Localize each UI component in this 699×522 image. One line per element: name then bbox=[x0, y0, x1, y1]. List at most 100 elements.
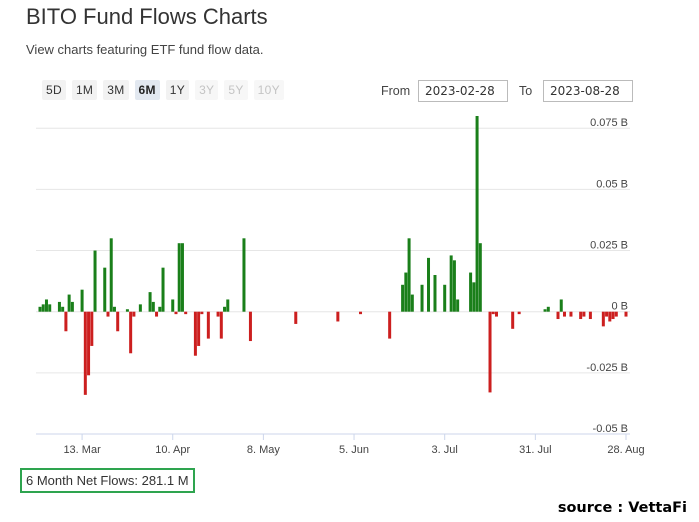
x-tick-label: 13. Mar bbox=[63, 444, 101, 456]
flow-bar[interactable] bbox=[177, 243, 181, 312]
flow-bar[interactable] bbox=[197, 311, 201, 346]
flow-bar[interactable] bbox=[491, 311, 495, 315]
range-button-1m[interactable]: 1M bbox=[71, 80, 98, 100]
flow-bar[interactable] bbox=[61, 306, 65, 312]
flow-bar[interactable] bbox=[206, 311, 210, 339]
flow-bar[interactable] bbox=[193, 311, 197, 356]
flow-bar[interactable] bbox=[90, 311, 94, 346]
flow-bar[interactable] bbox=[475, 116, 479, 312]
flow-bar[interactable] bbox=[407, 238, 411, 312]
flow-bar[interactable] bbox=[388, 311, 392, 339]
flow-bar[interactable] bbox=[433, 275, 437, 312]
flow-bar[interactable] bbox=[472, 282, 476, 312]
flow-bar[interactable] bbox=[562, 311, 566, 317]
flow-bar[interactable] bbox=[125, 309, 129, 312]
flow-bar[interactable] bbox=[138, 304, 142, 312]
flow-bar[interactable] bbox=[478, 243, 482, 312]
flow-bar[interactable] bbox=[469, 272, 473, 312]
x-tick-label: 8. May bbox=[247, 444, 281, 456]
flow-bar[interactable] bbox=[614, 311, 618, 317]
flow-bar[interactable] bbox=[161, 267, 165, 312]
flow-bar[interactable] bbox=[579, 311, 583, 320]
flow-bar[interactable] bbox=[67, 294, 71, 312]
flow-bar[interactable] bbox=[359, 311, 363, 315]
flow-bar[interactable] bbox=[582, 311, 586, 317]
flow-bar[interactable] bbox=[106, 311, 110, 317]
flow-bar[interactable] bbox=[410, 294, 414, 312]
flow-bar[interactable] bbox=[443, 284, 447, 312]
flow-bar[interactable] bbox=[103, 267, 107, 312]
flow-bar[interactable] bbox=[148, 292, 152, 312]
net-flows-summary: 6 Month Net Flows: 281.1 M bbox=[20, 468, 195, 493]
flow-bar[interactable] bbox=[116, 311, 120, 332]
flow-bar[interactable] bbox=[200, 311, 204, 315]
range-button-3y: 3Y bbox=[195, 80, 219, 100]
to-date-input[interactable]: 2023-08-28 bbox=[543, 80, 633, 102]
flow-bar[interactable] bbox=[226, 299, 230, 312]
flow-bar[interactable] bbox=[129, 311, 133, 354]
flow-bar[interactable] bbox=[605, 311, 609, 317]
x-tick-label: 3. Jul bbox=[432, 444, 458, 456]
flow-bar[interactable] bbox=[132, 311, 136, 317]
flow-bar[interactable] bbox=[41, 304, 45, 312]
flow-bar[interactable] bbox=[151, 301, 155, 312]
flow-bar[interactable] bbox=[158, 306, 162, 312]
flow-bar[interactable] bbox=[427, 257, 431, 312]
flow-bar[interactable] bbox=[38, 306, 42, 312]
range-button-1y[interactable]: 1Y bbox=[165, 80, 190, 100]
flow-bar[interactable] bbox=[70, 301, 74, 312]
flow-bar[interactable] bbox=[294, 311, 298, 324]
flow-bar[interactable] bbox=[64, 311, 68, 332]
flow-bar[interactable] bbox=[48, 304, 52, 312]
flow-bar[interactable] bbox=[517, 311, 521, 315]
flow-bar[interactable] bbox=[559, 299, 563, 312]
flow-bar[interactable] bbox=[336, 311, 340, 322]
flow-bar[interactable] bbox=[216, 311, 220, 317]
flow-bar[interactable] bbox=[511, 311, 515, 329]
flow-bar[interactable] bbox=[44, 299, 48, 312]
flow-bar[interactable] bbox=[219, 311, 223, 339]
flow-bar[interactable] bbox=[543, 309, 547, 312]
flow-bar[interactable] bbox=[611, 311, 615, 320]
range-button-3m[interactable]: 3M bbox=[103, 80, 129, 100]
flow-bar[interactable] bbox=[452, 260, 456, 312]
flow-bar[interactable] bbox=[624, 311, 628, 317]
flow-bar[interactable] bbox=[494, 311, 498, 317]
flow-bar[interactable] bbox=[608, 311, 612, 322]
flow-bar[interactable] bbox=[93, 250, 97, 312]
flow-bar[interactable] bbox=[112, 306, 116, 312]
flow-bar[interactable] bbox=[456, 299, 460, 312]
y-tick-label: 0 B bbox=[611, 301, 628, 313]
flow-bar[interactable] bbox=[488, 311, 492, 393]
flow-bar[interactable] bbox=[171, 299, 175, 312]
source-note: source : VettaFi bbox=[557, 500, 687, 516]
flow-bar[interactable] bbox=[401, 284, 405, 312]
flow-bar[interactable] bbox=[420, 284, 424, 312]
flow-bar[interactable] bbox=[80, 289, 84, 312]
flow-bar[interactable] bbox=[546, 306, 550, 312]
flow-bar[interactable] bbox=[174, 311, 178, 315]
range-button-5d[interactable]: 5D bbox=[42, 80, 66, 100]
flow-bar[interactable] bbox=[57, 301, 61, 312]
flow-bar[interactable] bbox=[242, 238, 246, 312]
flow-bar[interactable] bbox=[109, 238, 113, 312]
flow-bar[interactable] bbox=[449, 255, 453, 312]
from-label: From bbox=[381, 84, 411, 98]
from-date-input[interactable]: 2023-02-28 bbox=[418, 80, 508, 102]
range-button-10y: 10Y bbox=[253, 80, 284, 100]
flow-bar[interactable] bbox=[83, 311, 87, 395]
flow-bar[interactable] bbox=[180, 243, 184, 312]
flow-bar[interactable] bbox=[87, 311, 91, 376]
flow-bar[interactable] bbox=[404, 272, 408, 312]
flow-bar[interactable] bbox=[588, 311, 592, 320]
flow-bar[interactable] bbox=[223, 306, 227, 312]
flow-bar[interactable] bbox=[601, 311, 605, 327]
flow-bar[interactable] bbox=[155, 311, 159, 317]
flow-bar[interactable] bbox=[184, 311, 188, 315]
flow-bar[interactable] bbox=[248, 311, 252, 342]
range-button-6m[interactable]: 6M bbox=[134, 80, 160, 100]
x-tick-label: 10. Apr bbox=[155, 444, 190, 456]
flow-bar[interactable] bbox=[556, 311, 560, 320]
flow-bar[interactable] bbox=[569, 311, 573, 317]
